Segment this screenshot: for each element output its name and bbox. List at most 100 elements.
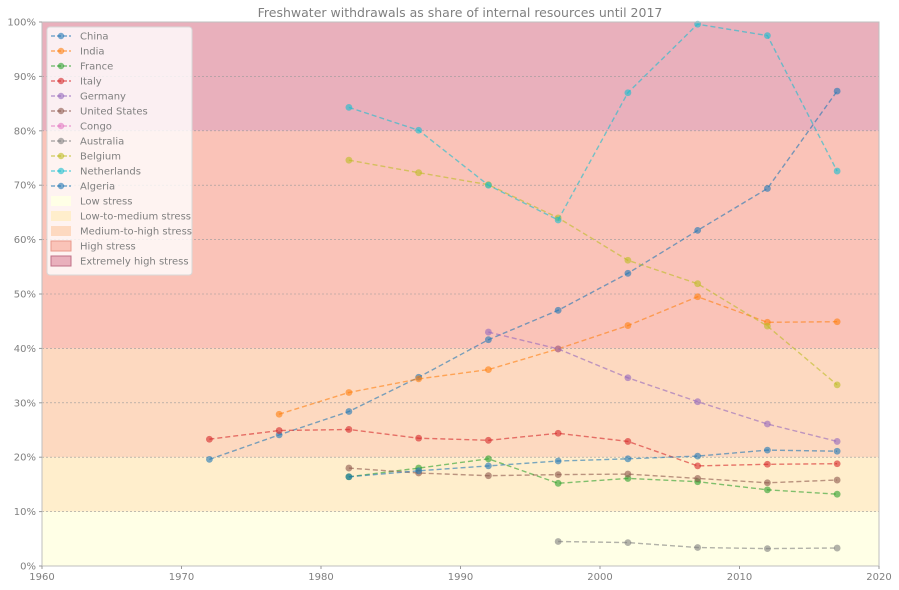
legend-entry: Medium-to-high stress [51, 226, 192, 238]
data-point-germany [554, 345, 562, 353]
y-tick-label: 10% [14, 507, 36, 518]
x-tick-label: 1990 [448, 572, 473, 583]
data-point-china [694, 226, 702, 234]
series-germany [485, 328, 841, 445]
legend: China India France Italy Germany United State… [46, 26, 193, 276]
data-point-germany [764, 420, 771, 428]
data-point-china [554, 306, 562, 314]
data-point-india [275, 410, 283, 418]
data-point-china [764, 185, 771, 192]
legend-label: China [80, 32, 109, 43]
data-point-france [485, 455, 492, 463]
legend-entry: United States [51, 107, 148, 118]
data-point-france [833, 490, 841, 498]
data-point-united-states [345, 464, 353, 472]
legend-label: United States [80, 107, 148, 118]
data-point-australia [833, 544, 841, 552]
legend-entry: India [51, 47, 105, 58]
data-point-netherlands [624, 89, 632, 97]
data-point-netherlands [764, 32, 771, 39]
data-point-algeria [415, 467, 423, 475]
data-point-netherlands [345, 104, 353, 111]
data-point-united-states [624, 470, 632, 478]
data-point-china [833, 87, 841, 95]
legend-entry: Algeria [51, 182, 115, 193]
chart-title: Freshwater withdrawals as share of inter… [258, 5, 663, 20]
series-line-france [348, 458, 838, 495]
data-point-algeria [485, 462, 492, 470]
y-tick-label: 80% [14, 126, 36, 137]
legend-label: Extremely high stress [80, 257, 189, 268]
legend-entry: France [51, 62, 113, 73]
data-point-belgium [624, 256, 632, 264]
series-netherlands [345, 20, 841, 224]
data-point-china [624, 269, 632, 277]
data-point-algeria [694, 452, 702, 460]
data-point-france [764, 486, 771, 494]
legend-label: India [80, 47, 105, 58]
legend-entry: Belgium [51, 152, 121, 163]
data-point-algeria [624, 455, 632, 463]
legend-swatch [51, 211, 71, 221]
y-tick-label: 60% [14, 235, 36, 246]
legend-label: France [80, 62, 113, 73]
data-point-india [345, 389, 353, 396]
y-tick-label: 40% [14, 344, 36, 355]
data-point-united-states [833, 476, 841, 484]
data-point-italy [554, 429, 562, 437]
legend-entry: High stress [50, 240, 136, 253]
gridlines [42, 76, 879, 512]
band-low-to-medium-stress [42, 457, 879, 512]
data-point-india [624, 322, 632, 329]
data-point-italy [415, 434, 423, 442]
series-italy [206, 426, 841, 470]
data-point-belgium [833, 381, 841, 389]
y-tick-label: 0% [20, 562, 36, 573]
data-point-italy [624, 438, 632, 445]
data-point-netherlands [485, 181, 492, 189]
y-tick-label: 70% [14, 181, 36, 192]
y-tick-label: 30% [14, 398, 36, 409]
data-point-italy [485, 436, 492, 444]
data-point-china [206, 455, 213, 463]
data-point-netherlands [415, 126, 423, 134]
legend-swatch [50, 255, 72, 267]
data-point-germany [624, 374, 632, 382]
legend-entry: Extremely high stress [50, 255, 189, 268]
legend-marker [57, 182, 65, 190]
y-axis: 0% 10% 20% 30% 40% 50% 60% 70% 80% 90% 100% [7, 18, 42, 573]
data-point-france [554, 479, 562, 487]
legend-swatch [51, 196, 71, 206]
legend-entry: Italy [51, 77, 102, 88]
legend-label: Belgium [80, 152, 121, 163]
legend-entry: Low stress [51, 196, 132, 208]
series-line-algeria [348, 449, 838, 478]
data-point-italy [206, 435, 213, 443]
x-tick-label: 1970 [169, 572, 194, 583]
series-india [275, 293, 841, 418]
series-line-italy [209, 428, 838, 467]
data-point-germany [485, 328, 492, 336]
data-point-italy [694, 462, 702, 470]
legend-entry: China [51, 32, 109, 43]
y-tick-label: 90% [14, 72, 36, 83]
data-point-algeria [764, 446, 771, 454]
data-point-algeria [554, 457, 562, 465]
y-tick-label: 50% [14, 290, 36, 301]
data-point-china [485, 336, 492, 344]
series-line-belgium [348, 159, 838, 386]
legend-swatch [51, 226, 71, 236]
legend-entry: Germany [51, 92, 126, 103]
legend-marker [57, 167, 65, 175]
data-point-united-states [764, 479, 771, 487]
series-group [206, 20, 841, 552]
legend-label: Low-to-medium stress [80, 212, 191, 223]
legend-marker [57, 122, 65, 130]
data-point-netherlands [554, 216, 562, 224]
data-point-italy [345, 426, 353, 433]
legend-marker [57, 77, 65, 85]
legend-label: High stress [80, 242, 136, 253]
data-point-germany [833, 438, 841, 445]
legend-label: Netherlands [80, 167, 141, 178]
